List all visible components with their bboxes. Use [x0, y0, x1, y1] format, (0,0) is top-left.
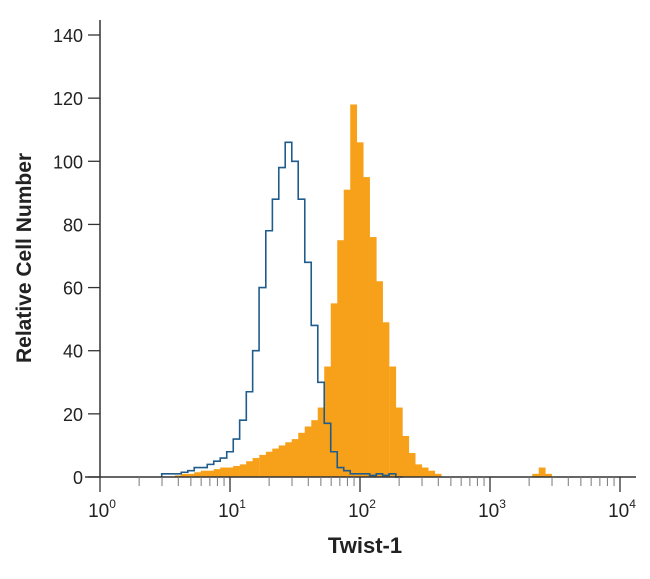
x-tick-label: 104 — [608, 497, 636, 522]
histogram-bar — [421, 467, 429, 477]
histogram-bar — [324, 366, 332, 477]
x-tick-exponent: 4 — [629, 497, 636, 511]
y-tick-label: 140 — [53, 26, 83, 46]
histogram-bar — [298, 432, 306, 477]
histogram-bar — [311, 420, 319, 477]
y-tick-label: 0 — [73, 468, 83, 488]
histogram-bar — [545, 473, 553, 477]
histogram-bar — [317, 407, 325, 477]
histogram-bar — [259, 454, 267, 477]
y-tick-label: 80 — [63, 215, 83, 235]
y-tick-label: 20 — [63, 405, 83, 425]
x-tick-label: 103 — [478, 497, 506, 522]
histogram-bar — [194, 472, 202, 477]
histogram-bar — [376, 281, 383, 477]
histogram-bar — [434, 473, 442, 477]
histogram-bar — [278, 445, 286, 477]
y-tick-label: 60 — [63, 279, 83, 299]
x-tick-label: 100 — [88, 497, 116, 522]
histogram-bar — [272, 448, 280, 477]
x-tick-base: 10 — [478, 501, 499, 522]
histogram-bar — [187, 473, 195, 477]
histogram-bar — [330, 303, 338, 477]
histogram-bar — [291, 439, 299, 477]
histogram-bar — [226, 467, 234, 477]
x-tick-label: 101 — [218, 497, 246, 522]
x-tick-exponent: 3 — [499, 497, 506, 511]
histogram-bar — [395, 407, 403, 477]
histogram-bar — [369, 237, 377, 477]
x-tick-base: 10 — [218, 501, 239, 522]
histogram-bar — [304, 426, 312, 477]
x-tick-base: 10 — [88, 501, 109, 522]
histogram-bar — [252, 458, 260, 477]
x-tick-exponent: 2 — [369, 497, 376, 511]
histogram-bar — [389, 366, 397, 477]
histogram-bar — [415, 464, 423, 477]
histogram-bar — [174, 475, 182, 477]
histogram-bar — [285, 442, 293, 477]
histogram-bar — [181, 473, 189, 477]
x-tick-exponent: 1 — [239, 497, 246, 511]
histogram-bar — [538, 467, 546, 477]
x-tick-exponent: 0 — [109, 497, 116, 511]
histogram-bar — [200, 470, 208, 477]
x-axis-label: Twist-1 — [328, 533, 402, 558]
histogram-bar — [343, 189, 351, 477]
histogram-bar — [350, 104, 358, 478]
y-tick-label: 120 — [53, 89, 83, 109]
histogram-outline-line — [160, 141, 403, 478]
histogram-bar — [532, 473, 540, 477]
histogram-bar — [246, 461, 253, 477]
histogram-bar — [356, 142, 364, 477]
histogram-bar — [207, 470, 215, 477]
histogram-bar — [265, 451, 273, 477]
histogram-bar — [337, 240, 345, 477]
x-tick-base: 10 — [348, 501, 369, 522]
histogram-bar — [363, 177, 370, 477]
histogram-bar — [408, 453, 416, 477]
histogram-bar — [239, 464, 247, 477]
y-tick-label: 100 — [53, 152, 83, 172]
histogram-bar — [213, 469, 221, 477]
histogram-bar — [402, 435, 410, 477]
y-tick-label: 40 — [63, 342, 83, 362]
histogram-bar — [428, 470, 436, 477]
histogram-bar — [233, 465, 240, 477]
histogram-bar — [382, 322, 390, 477]
plot-series — [160, 104, 553, 478]
y-axis-label: Relative Cell Number — [13, 153, 36, 363]
x-tick-base: 10 — [608, 501, 629, 522]
x-tick-label: 102 — [348, 497, 376, 522]
histogram-bar — [220, 467, 228, 477]
